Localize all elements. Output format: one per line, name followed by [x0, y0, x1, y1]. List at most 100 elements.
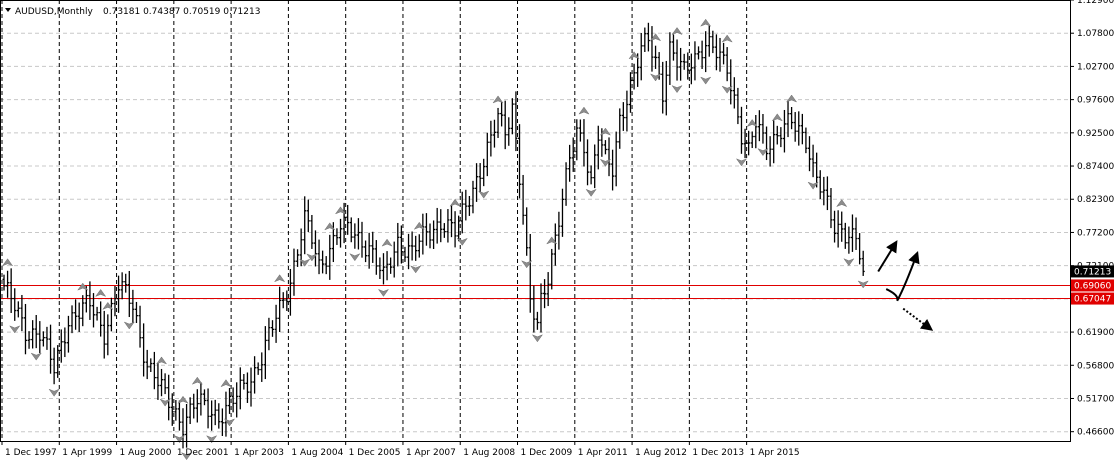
dropdown-triangle-icon[interactable]	[5, 8, 11, 12]
ohlc-bar	[775, 125, 779, 145]
ohlc-bar	[768, 136, 772, 167]
fractal-up-marker	[628, 51, 640, 60]
ohlc-bar	[360, 221, 364, 258]
ohlc-bar	[274, 304, 278, 343]
ohlc-bar	[611, 149, 615, 191]
ohlc-bar	[632, 63, 636, 90]
ohlc-bar	[793, 112, 797, 142]
fractal-markers	[1, 18, 869, 460]
fractal-up-marker	[220, 379, 232, 388]
y-tick-label: 1.12900	[1077, 0, 1114, 6]
fractal-down-marker	[456, 237, 468, 246]
fractal-up-marker	[273, 274, 286, 283]
x-tick-label: 1 Dec 2005	[349, 448, 401, 458]
ohlc-bar	[707, 25, 711, 57]
projection-arrow-down	[902, 307, 934, 331]
ohlc-readout: 0.73181 0.74387 0.70519 0.71213	[103, 7, 260, 17]
ohlc-bar	[754, 115, 758, 149]
x-tick-label: 1 Aug 2000	[120, 448, 172, 458]
y-tick-label: 0.97600	[1077, 96, 1114, 106]
ohlc-bar	[664, 60, 668, 116]
ohlc-bar	[56, 345, 60, 378]
ohlc-bar	[378, 257, 382, 279]
x-tick-label: 1 Dec 2001	[177, 448, 229, 458]
ohlc-bar	[95, 306, 99, 321]
ohlc-bar	[120, 272, 124, 300]
ohlc-bar	[722, 42, 726, 65]
ohlc-bar	[213, 399, 217, 426]
fractal-down-marker	[349, 253, 361, 262]
ohlc-bar	[836, 210, 840, 248]
ohlc-bar	[757, 110, 761, 142]
ohlc-bar	[543, 279, 547, 309]
x-tick-label: 1 Aug 2004	[291, 448, 343, 458]
fractal-up-marker	[102, 301, 114, 310]
ohlc-bar	[249, 367, 253, 407]
ohlc-bar	[761, 114, 765, 144]
fractal-down-marker	[478, 190, 490, 199]
fractal-up-marker	[177, 395, 189, 404]
ohlc-bar	[729, 59, 733, 105]
y-tick-label: 0.61900	[1077, 328, 1114, 338]
fractal-up-marker	[599, 127, 612, 136]
ohlc-bar	[654, 45, 658, 69]
ohlc-bar	[618, 108, 622, 149]
fractal-down-marker	[180, 452, 193, 460]
ohlc-bar	[671, 34, 675, 61]
fractal-up-marker	[771, 113, 783, 122]
ohlc-bar	[263, 326, 267, 380]
price-tags: 0.71213 0.69060 0.67047	[1071, 265, 1114, 305]
ohlc-bar	[829, 188, 833, 229]
ohlc-bar	[818, 170, 822, 200]
fractal-down-marker	[299, 258, 311, 267]
level-price-tag-box	[1071, 279, 1114, 292]
ohlc-bar	[560, 188, 564, 237]
ohlc-bar	[353, 223, 357, 249]
ohlc-bar	[417, 234, 421, 258]
y-tick-label: 0.92500	[1077, 129, 1114, 139]
ohlc-bar	[825, 176, 829, 211]
ohlc-bar	[306, 199, 310, 232]
ohlc-bar	[675, 39, 679, 81]
ohlc-bar	[256, 362, 260, 375]
ohlc-bar	[424, 213, 428, 246]
ohlc-bar	[453, 211, 457, 248]
ohlc-bar	[711, 30, 715, 54]
x-tick-label: 1 Apr 1999	[62, 448, 112, 458]
level-price-tag-text: 0.67047	[1074, 295, 1111, 305]
ohlc-bar	[489, 120, 493, 157]
fractal-down-marker	[735, 158, 748, 167]
fractal-up-marker	[449, 198, 461, 207]
ohlc-bar	[23, 303, 27, 355]
x-tick-label: 1 Aug 2012	[635, 448, 687, 458]
ohlc-bar	[152, 351, 156, 390]
ohlc-bar	[27, 331, 31, 349]
x-tick-label: 1 Dec 2009	[521, 448, 573, 458]
fractal-down-marker	[48, 388, 60, 397]
ohlc-bar	[217, 403, 221, 429]
fractal-up-marker	[413, 221, 425, 230]
vertical-grid	[1, 0, 748, 441]
ohlc-bar	[16, 301, 20, 318]
ohlc-bar	[679, 47, 683, 81]
ohlc-bar	[553, 223, 557, 266]
ohlc-bar	[514, 91, 518, 152]
y-tick-label: 1.02700	[1077, 62, 1114, 72]
ohlc-bar	[643, 27, 647, 52]
ohlc-bar	[106, 314, 110, 356]
ohlc-bar	[407, 233, 411, 270]
ohlc-bar	[578, 119, 582, 142]
ohlc-bar	[195, 389, 199, 423]
ohlc-bar	[92, 293, 95, 328]
y-tick-label: 0.51700	[1077, 394, 1114, 404]
fractal-down-marker	[159, 398, 171, 407]
ohlc-bar	[324, 256, 328, 275]
ohlc-bar	[568, 144, 572, 182]
ohlc-bar	[532, 285, 536, 333]
ohlc-bar	[235, 382, 239, 418]
ohlc-bar	[661, 61, 665, 114]
ohlc-bar	[267, 317, 271, 351]
ohlc-bar	[389, 257, 393, 274]
